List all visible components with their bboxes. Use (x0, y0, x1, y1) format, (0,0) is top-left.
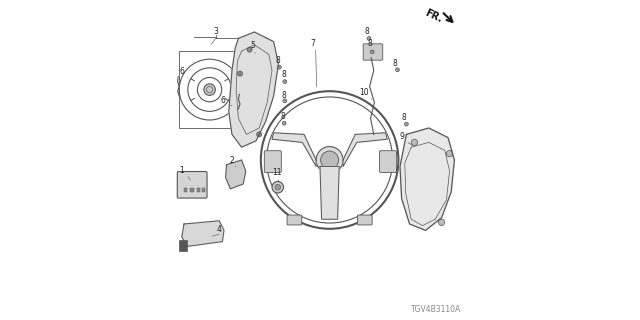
Text: 6: 6 (221, 96, 226, 105)
Circle shape (438, 219, 445, 226)
FancyBboxPatch shape (177, 172, 207, 198)
Polygon shape (343, 133, 387, 166)
FancyBboxPatch shape (287, 215, 302, 225)
Text: 8: 8 (282, 70, 287, 79)
Circle shape (204, 84, 215, 95)
FancyBboxPatch shape (264, 151, 282, 172)
Circle shape (370, 50, 374, 54)
Circle shape (278, 65, 282, 69)
Text: 1: 1 (179, 166, 184, 175)
Circle shape (282, 121, 286, 125)
Circle shape (272, 181, 284, 193)
Bar (184, 188, 187, 192)
Bar (179, 240, 187, 251)
Text: 10: 10 (358, 88, 369, 97)
Text: 5: 5 (250, 41, 255, 50)
Circle shape (283, 99, 287, 103)
Text: 7: 7 (310, 39, 316, 48)
Bar (197, 188, 200, 192)
Bar (202, 188, 205, 192)
Circle shape (257, 132, 262, 137)
Polygon shape (226, 160, 246, 189)
Circle shape (367, 36, 371, 40)
Polygon shape (400, 128, 454, 230)
Circle shape (283, 80, 287, 84)
Polygon shape (320, 166, 339, 219)
Text: 8: 8 (393, 59, 397, 68)
Circle shape (316, 147, 343, 173)
Polygon shape (272, 133, 316, 166)
Circle shape (237, 71, 243, 76)
Bar (191, 188, 193, 192)
Circle shape (275, 184, 280, 190)
Text: 8: 8 (364, 27, 369, 36)
Text: 11: 11 (272, 168, 281, 177)
Text: 8: 8 (401, 113, 406, 122)
Polygon shape (182, 221, 224, 246)
Circle shape (404, 122, 408, 126)
Circle shape (396, 68, 399, 72)
Circle shape (321, 151, 339, 169)
FancyBboxPatch shape (364, 44, 383, 60)
Polygon shape (229, 32, 278, 147)
FancyBboxPatch shape (380, 151, 397, 172)
Circle shape (412, 139, 417, 146)
Text: FR.: FR. (423, 8, 444, 24)
Text: 8: 8 (275, 56, 280, 65)
Text: 2: 2 (229, 156, 234, 164)
FancyBboxPatch shape (357, 215, 372, 225)
Text: 3: 3 (214, 27, 219, 36)
Bar (179, 51, 240, 128)
Text: 9: 9 (399, 132, 404, 141)
Text: TGV4B3110A: TGV4B3110A (410, 305, 461, 314)
Circle shape (247, 47, 252, 52)
Circle shape (447, 150, 453, 157)
Text: 6: 6 (179, 67, 184, 76)
Text: 4: 4 (217, 225, 221, 234)
Text: 8: 8 (367, 39, 372, 48)
Text: 8: 8 (281, 112, 285, 121)
Text: 8: 8 (282, 91, 287, 100)
